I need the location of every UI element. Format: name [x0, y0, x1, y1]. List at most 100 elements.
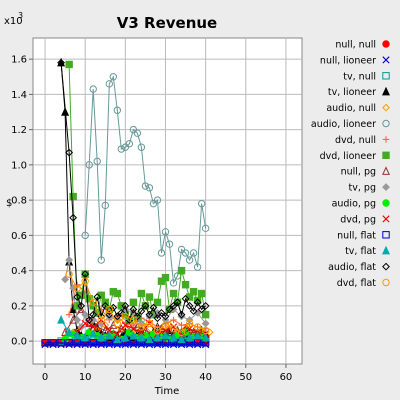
legend-marker [382, 136, 390, 143]
data-point [121, 321, 129, 329]
data-point [73, 330, 82, 340]
data-point [89, 310, 98, 319]
legend-label: null, flat [337, 230, 376, 241]
data-point [105, 330, 114, 340]
x-axis-label: Time [154, 386, 179, 397]
legend-item: audio, null [326, 103, 390, 114]
data-point [153, 332, 162, 342]
data-point [69, 192, 77, 201]
data-point [73, 316, 82, 324]
legend-marker [382, 278, 390, 287]
legend-item: dvd, flat [337, 278, 390, 289]
data-point [81, 332, 90, 342]
data-point [133, 312, 142, 321]
data-point [81, 277, 89, 285]
legend-label: null, pg [341, 167, 376, 178]
data-point [65, 148, 74, 157]
data-point [197, 289, 206, 298]
data-point [65, 256, 74, 264]
data-point [145, 319, 154, 328]
data-point [145, 184, 154, 192]
data-point [65, 339, 73, 347]
data-point [129, 330, 138, 340]
y-tick-label: 0.4 [11, 266, 27, 277]
data-point [129, 305, 138, 314]
x-tick-label: 60 [280, 372, 293, 383]
legend-label: null, lioneer [320, 55, 376, 66]
legend-label: dvd, null [335, 135, 376, 146]
data-point [81, 310, 90, 319]
legend-marker [382, 72, 390, 80]
legend-marker [382, 166, 390, 175]
data-point [89, 339, 97, 347]
x-axis-ticks: 0 10 20 30 40 50 60 [42, 364, 292, 383]
data-point [113, 319, 122, 328]
data-point [113, 312, 122, 321]
data-point [73, 302, 81, 310]
legend-marker [382, 183, 390, 192]
legend-label: tv, null [343, 71, 376, 82]
data-point [113, 334, 122, 344]
x-tick-label: 50 [239, 372, 252, 383]
y-tick-label: 1.4 [11, 90, 27, 101]
legend-marker [382, 56, 390, 64]
data-point [77, 304, 86, 314]
data-point [153, 326, 162, 335]
data-point [101, 325, 110, 335]
data-point [69, 213, 78, 222]
series-line [84, 75, 207, 285]
chart-title: V3 Revenue [117, 14, 217, 32]
data-point [101, 201, 109, 210]
data-point [193, 298, 202, 307]
data-point [89, 298, 97, 307]
data-point [161, 326, 170, 335]
data-point [189, 288, 198, 296]
data-point [93, 157, 101, 166]
data-point [177, 328, 186, 336]
data-point [201, 224, 210, 233]
data-point [157, 249, 166, 257]
data-point [161, 312, 170, 321]
legend-label: dvd, flat [337, 278, 377, 289]
legend-label: audio, lioneer [311, 119, 376, 130]
legend-label: tv, lioneer [328, 87, 376, 98]
data-point [193, 263, 202, 271]
data-point [129, 339, 138, 347]
data-point [129, 325, 137, 333]
data-point [101, 301, 110, 310]
data-point [177, 334, 186, 344]
data-point [165, 240, 174, 248]
data-point [81, 231, 89, 240]
y-axis-ticks: 0.0 0.2 0.4 0.6 0.8 1.0 1.2 1.4 1.6 [11, 55, 33, 348]
data-point [169, 279, 178, 287]
legend-item: null, lioneer [320, 55, 390, 66]
data-point [141, 182, 150, 190]
legend-label: audio, null [326, 103, 376, 114]
data-point [165, 305, 174, 314]
data-point [133, 129, 142, 137]
x-tick-label: 20 [119, 372, 132, 383]
data-point [193, 323, 202, 331]
data-point [105, 339, 113, 347]
data-point [201, 301, 210, 310]
y-tick-label: 1.2 [11, 125, 27, 136]
y-tick-label: 0.0 [11, 337, 27, 348]
legend-label: dvd, pg [340, 214, 376, 225]
data-point [145, 293, 154, 301]
legend-item: null, null [335, 40, 390, 51]
data-point [205, 328, 214, 337]
x-tick-label: 30 [159, 372, 172, 383]
series-audio-flat [57, 58, 210, 324]
data-point [41, 339, 49, 347]
data-point [153, 314, 162, 323]
data-point [169, 325, 178, 333]
legend-item: tv, null [343, 71, 390, 82]
legend-label: audio, flat [328, 262, 376, 273]
series-dvd-flat [65, 270, 210, 336]
legend-marker [382, 215, 390, 223]
legend-label: null, null [335, 40, 376, 51]
data-point [165, 327, 174, 336]
data-point [105, 305, 113, 314]
data-point [73, 293, 82, 301]
